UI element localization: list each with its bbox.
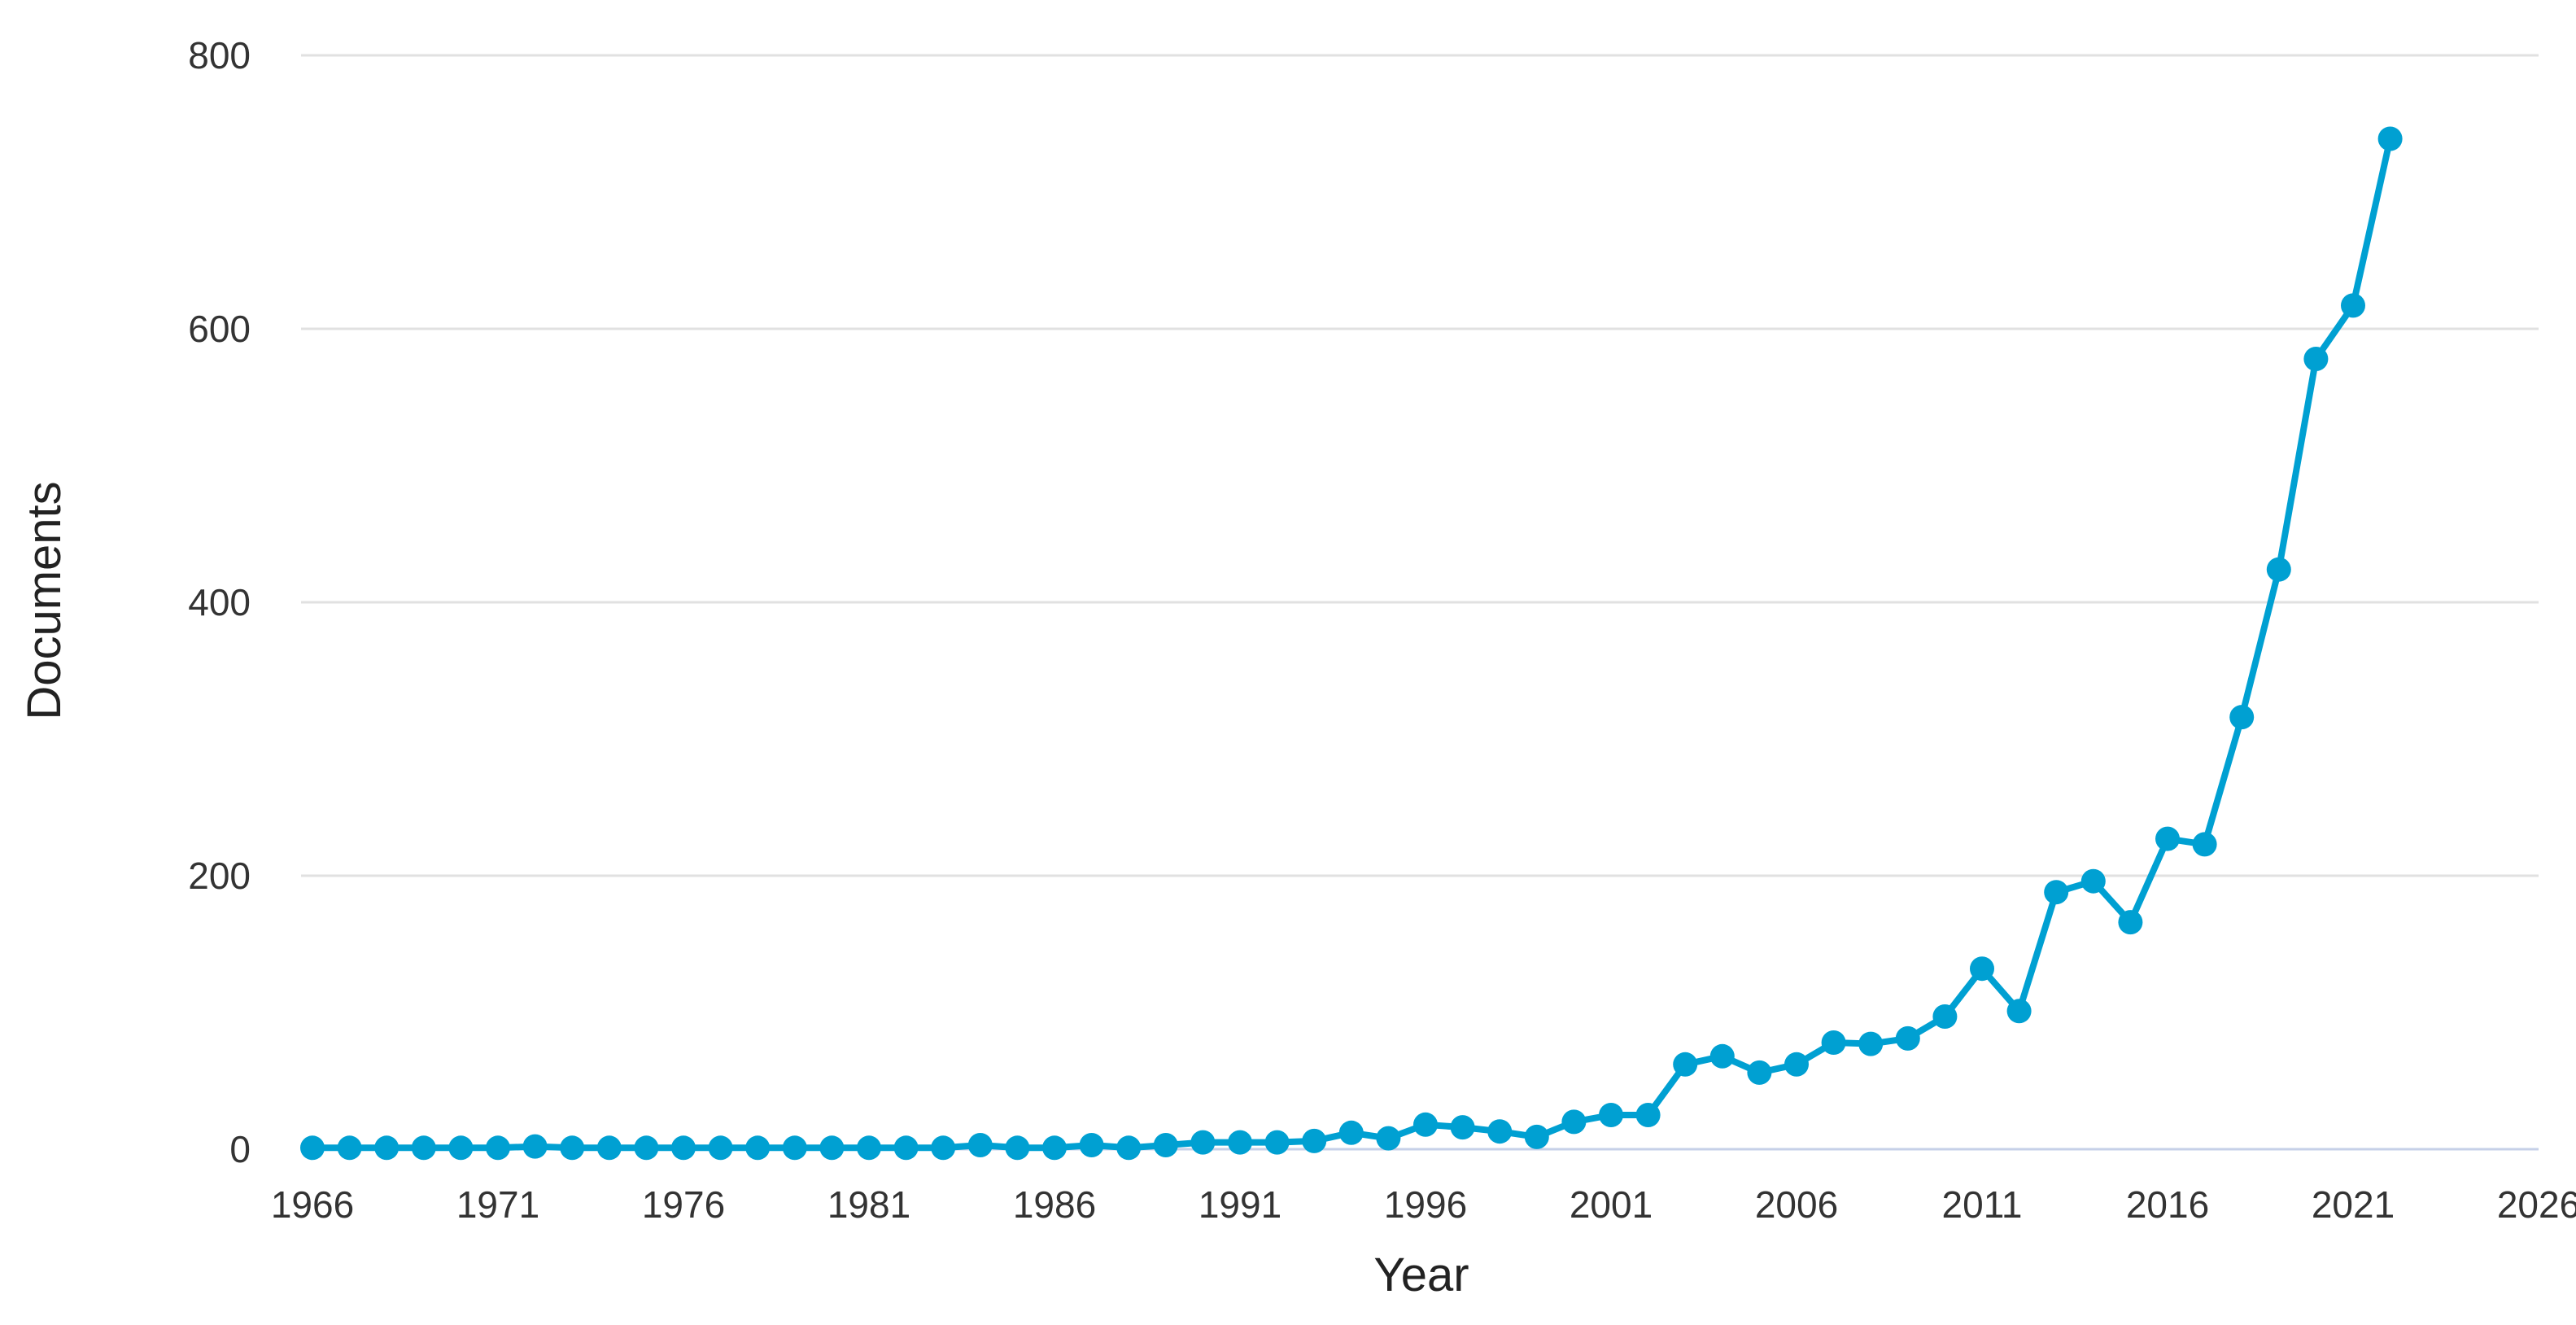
axis-titles: Year Documents bbox=[18, 481, 1469, 1301]
data-point[interactable] bbox=[1450, 1115, 1475, 1140]
data-point[interactable] bbox=[374, 1135, 399, 1161]
data-point[interactable] bbox=[1116, 1135, 1142, 1161]
data-point[interactable] bbox=[300, 1135, 325, 1161]
data-point[interactable] bbox=[448, 1135, 474, 1161]
data-point[interactable] bbox=[1599, 1103, 1623, 1127]
data-point[interactable] bbox=[411, 1135, 436, 1161]
x-tick-label: 1966 bbox=[271, 1183, 354, 1226]
y-tick-label: 0 bbox=[229, 1128, 251, 1170]
data-point[interactable] bbox=[2155, 826, 2180, 851]
data-point[interactable] bbox=[1747, 1060, 1772, 1085]
x-tick-label: 2001 bbox=[1570, 1183, 1653, 1226]
x-tick-label: 2021 bbox=[2312, 1183, 2395, 1226]
data-point[interactable] bbox=[2044, 880, 2069, 905]
y-axis-title: Documents bbox=[18, 481, 71, 719]
data-point[interactable] bbox=[1264, 1130, 1290, 1155]
data-point[interactable] bbox=[1895, 1025, 1920, 1051]
series-line bbox=[309, 135, 2394, 1152]
data-point[interactable] bbox=[2377, 126, 2403, 151]
data-point[interactable] bbox=[967, 1133, 993, 1157]
data-point[interactable] bbox=[2303, 347, 2329, 371]
x-tick-label: 2006 bbox=[1755, 1183, 1838, 1226]
grid-lines bbox=[301, 54, 2539, 1151]
data-point[interactable] bbox=[486, 1135, 510, 1161]
data-point[interactable] bbox=[1005, 1135, 1030, 1161]
data-point[interactable] bbox=[2118, 910, 2143, 935]
data-point[interactable] bbox=[2192, 832, 2217, 857]
y-tick-label: 400 bbox=[188, 581, 251, 623]
data-point[interactable] bbox=[1561, 1109, 1587, 1135]
data-point[interactable] bbox=[1784, 1052, 1809, 1077]
data-point[interactable] bbox=[1709, 1043, 1735, 1069]
data-point[interactable] bbox=[1524, 1124, 1549, 1149]
data-point[interactable] bbox=[634, 1135, 659, 1161]
data-point[interactable] bbox=[596, 1135, 622, 1161]
x-axis-title: Year bbox=[1373, 1248, 1469, 1301]
data-point[interactable] bbox=[560, 1135, 585, 1161]
x-tick-label: 1981 bbox=[827, 1183, 910, 1226]
data-point[interactable] bbox=[671, 1135, 696, 1161]
y-tick-label: 200 bbox=[188, 855, 251, 897]
data-point[interactable] bbox=[1635, 1103, 1661, 1127]
x-tick-label: 2011 bbox=[1942, 1183, 2023, 1226]
x-tick-label: 2026 bbox=[2497, 1183, 2576, 1226]
data-point[interactable] bbox=[708, 1135, 733, 1161]
data-point[interactable] bbox=[1970, 956, 1994, 982]
data-point[interactable] bbox=[1302, 1128, 1327, 1153]
x-tick-label: 1986 bbox=[1013, 1183, 1096, 1226]
data-point[interactable] bbox=[1673, 1052, 1698, 1077]
x-tick-label: 2016 bbox=[2126, 1183, 2209, 1226]
data-point[interactable] bbox=[1079, 1133, 1104, 1157]
data-point[interactable] bbox=[1338, 1120, 1364, 1145]
data-point[interactable] bbox=[819, 1135, 845, 1161]
x-tick-label: 1996 bbox=[1384, 1183, 1467, 1226]
y-axis-tick-labels: 0 200 400 600 800 bbox=[188, 34, 251, 1170]
data-point[interactable] bbox=[1228, 1130, 1252, 1155]
data-point[interactable] bbox=[857, 1135, 881, 1161]
x-tick-label: 1971 bbox=[456, 1183, 539, 1226]
data-point[interactable] bbox=[1821, 1030, 1846, 1055]
data-point[interactable] bbox=[337, 1135, 362, 1161]
data-point[interactable] bbox=[1487, 1119, 1513, 1144]
data-point[interactable] bbox=[1042, 1135, 1067, 1161]
data-point[interactable] bbox=[745, 1135, 771, 1161]
data-point[interactable] bbox=[2341, 293, 2365, 318]
series-layer bbox=[300, 126, 2403, 1161]
data-point[interactable] bbox=[1190, 1130, 1216, 1155]
y-tick-label: 600 bbox=[188, 308, 251, 350]
data-point[interactable] bbox=[522, 1134, 548, 1159]
data-point[interactable] bbox=[1932, 1004, 1958, 1029]
data-point[interactable] bbox=[782, 1135, 807, 1161]
x-tick-label: 1991 bbox=[1198, 1183, 1281, 1226]
data-point[interactable] bbox=[2006, 999, 2032, 1024]
data-point[interactable] bbox=[2229, 705, 2255, 730]
data-point[interactable] bbox=[931, 1135, 956, 1161]
y-tick-label: 800 bbox=[188, 34, 251, 77]
data-point[interactable] bbox=[1376, 1126, 1401, 1151]
data-point[interactable] bbox=[1153, 1133, 1178, 1157]
x-axis-tick-labels: 1966 1971 1976 1981 1986 1991 1996 2001 2006 2011… bbox=[271, 1183, 2576, 1226]
data-point[interactable] bbox=[2266, 557, 2291, 582]
data-point[interactable] bbox=[2080, 868, 2106, 894]
data-point[interactable] bbox=[1858, 1031, 1884, 1056]
x-tick-label: 1976 bbox=[642, 1183, 725, 1226]
data-point[interactable] bbox=[893, 1135, 919, 1161]
data-point[interactable] bbox=[1413, 1112, 1438, 1137]
